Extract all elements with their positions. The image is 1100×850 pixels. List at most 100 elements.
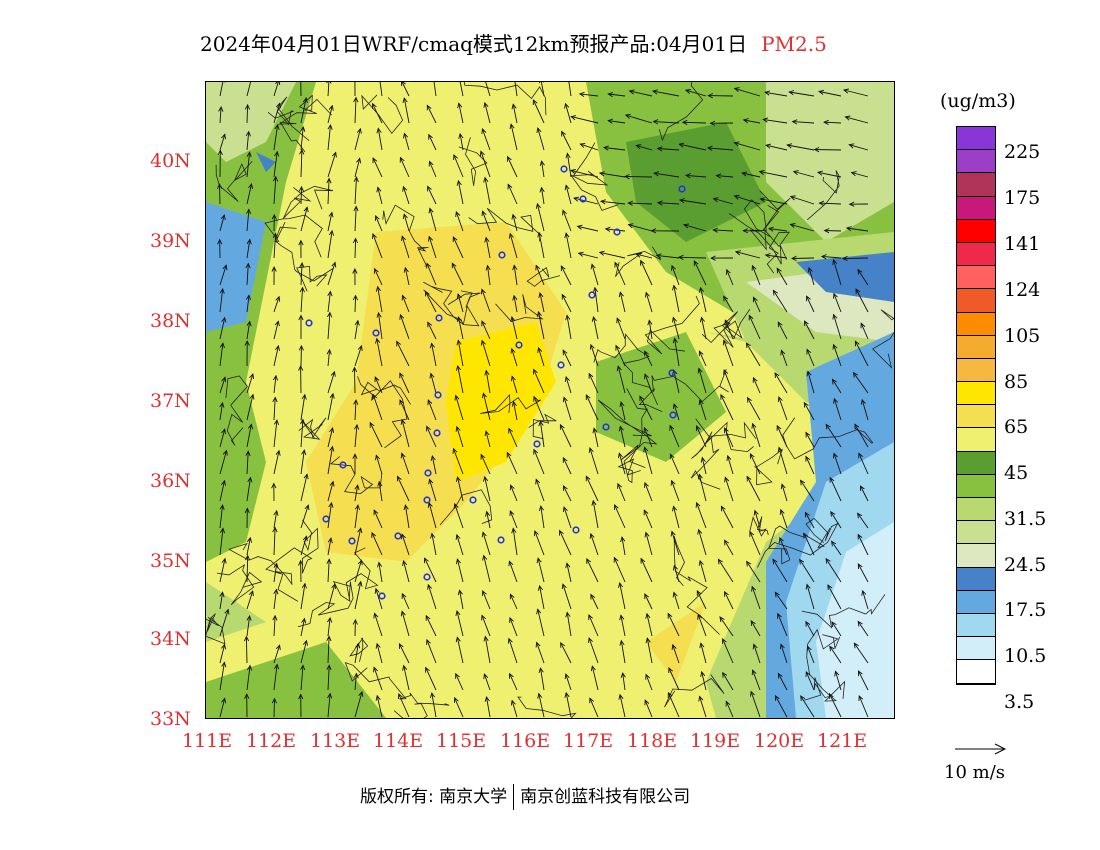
wind-arrow — [723, 296, 734, 313]
wind-arrow — [327, 693, 331, 718]
wind-arrow — [454, 697, 464, 718]
wind-arrow-head — [561, 293, 567, 300]
wind-arrow-head — [861, 589, 867, 596]
wind-arrow-head — [805, 431, 811, 438]
wind-arrow — [746, 476, 761, 502]
wind-arrow-head — [327, 311, 333, 318]
wind-arrow-head — [372, 102, 377, 109]
wind-arrow — [696, 502, 707, 529]
wind-arrow — [327, 82, 330, 97]
wind-arrow-head — [453, 502, 459, 509]
wind-arrow-head — [429, 692, 436, 699]
wind-arrow — [246, 477, 251, 502]
wind-arrow-head — [816, 170, 823, 176]
wind-arrow-head — [457, 102, 463, 109]
wind-arrow-head — [298, 314, 304, 321]
wind-arrow — [778, 673, 788, 691]
wind-arrow-head — [854, 423, 860, 430]
wind-arrow-head — [848, 143, 855, 149]
wind-arrow — [538, 693, 545, 718]
wind-arrow-head — [369, 421, 375, 428]
wind-arrow-head — [805, 455, 811, 462]
wind-arrow — [803, 533, 815, 556]
lon-label-111: 111E — [182, 730, 233, 752]
wind-arrow-head — [244, 693, 250, 699]
boundary-line — [806, 628, 846, 702]
wind-arrow-head — [354, 319, 360, 326]
wind-arrow-head — [752, 643, 758, 650]
wind-arrow — [425, 667, 437, 691]
wind-arrow — [861, 399, 869, 421]
wind-arrow-head — [818, 89, 825, 95]
wind-arrow — [399, 399, 410, 421]
wind-arrow — [608, 120, 626, 124]
wind-arrow-head — [860, 398, 866, 405]
wind-arrow-head — [635, 252, 642, 258]
wind-arrow — [701, 317, 707, 340]
wind-arrow-head — [565, 611, 571, 618]
wind-arrow — [300, 287, 304, 313]
wind-arrow-head — [700, 670, 706, 677]
wind-arrow-head — [244, 554, 251, 561]
wind-arrow — [457, 180, 464, 205]
field-blue-spot — [256, 152, 276, 172]
wind-arrow-head — [858, 452, 863, 459]
wind-arrow — [721, 506, 734, 529]
wind-arrow-head — [678, 142, 685, 148]
wind-arrow-head — [800, 695, 806, 702]
wind-arrow-head — [300, 664, 306, 671]
wind-arrow — [777, 321, 788, 340]
wind-arrow-head — [792, 170, 799, 176]
wind-arrow-head — [833, 292, 838, 299]
wind-arrow-head — [352, 618, 358, 625]
wind-arrow — [403, 133, 410, 151]
wind-arrow-head — [789, 223, 796, 229]
wind-arrow — [482, 532, 491, 556]
legend-swatch — [957, 498, 995, 522]
boundary-line — [265, 519, 319, 575]
wind-arrow-head — [590, 665, 596, 672]
wind-arrow-head — [299, 148, 305, 155]
wind-arrow-head — [578, 91, 585, 97]
wind-arrow — [246, 615, 251, 637]
wind-arrow-head — [799, 558, 805, 565]
wind-arrow-head — [351, 366, 358, 373]
boundary-line — [480, 394, 542, 414]
wind-arrow — [455, 211, 464, 232]
wind-arrow-head — [842, 88, 849, 94]
copyright-footer: 版权所有: 南京大学 南京创蓝科技有限公司 — [360, 782, 690, 810]
wind-arrow-head — [533, 395, 538, 402]
wind-arrow — [509, 673, 518, 691]
wind-arrow — [620, 401, 626, 421]
wind-arrow — [565, 376, 572, 394]
wind-arrow-head — [396, 340, 401, 347]
wind-arrow-head — [485, 264, 491, 271]
wind-arrow-head — [243, 635, 250, 642]
wind-arrow — [327, 393, 334, 421]
wind-arrow-head — [562, 506, 568, 513]
legend-swatch — [957, 312, 995, 336]
wind-arrow-head — [733, 87, 740, 93]
wind-arrow-head — [249, 373, 255, 380]
wind-arrow — [752, 423, 761, 448]
wind-arrow-head — [511, 103, 517, 110]
wind-arrow — [511, 700, 518, 718]
legend-label-141: 141 — [1004, 233, 1041, 255]
wind-arrow — [636, 253, 653, 259]
boundary-line — [296, 265, 328, 292]
wind-arrow — [565, 103, 572, 124]
wind-arrow — [860, 323, 869, 340]
wind-arrow-head — [538, 291, 544, 298]
boundary-line — [801, 594, 886, 629]
wind-arrow-head — [273, 588, 279, 595]
wind-arrow-head — [222, 449, 228, 456]
wind-arrow — [674, 338, 680, 367]
wind-arrow-head — [480, 453, 486, 460]
wind-arrow-head — [623, 173, 630, 180]
wind-arrow — [513, 265, 518, 286]
wind-arrow-head — [698, 559, 704, 566]
wind-arrow — [698, 474, 707, 502]
wind-arrow-head — [301, 617, 307, 624]
wind-arrow — [457, 340, 464, 367]
wind-arrow-head — [774, 591, 780, 598]
